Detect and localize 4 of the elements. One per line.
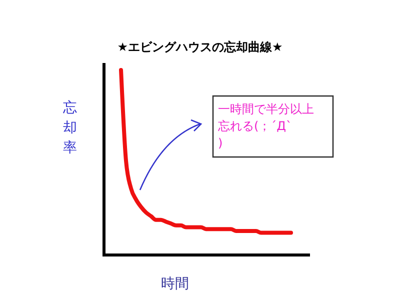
chart-title: ★エビングハウスの忘却曲線★ — [117, 40, 283, 54]
annotation: 一時間で半分以上忘れる(；´Д`) — [218, 102, 314, 150]
x-axis-title: 時間 — [161, 276, 189, 292]
y-axis-title: 忘却率 — [63, 99, 77, 156]
